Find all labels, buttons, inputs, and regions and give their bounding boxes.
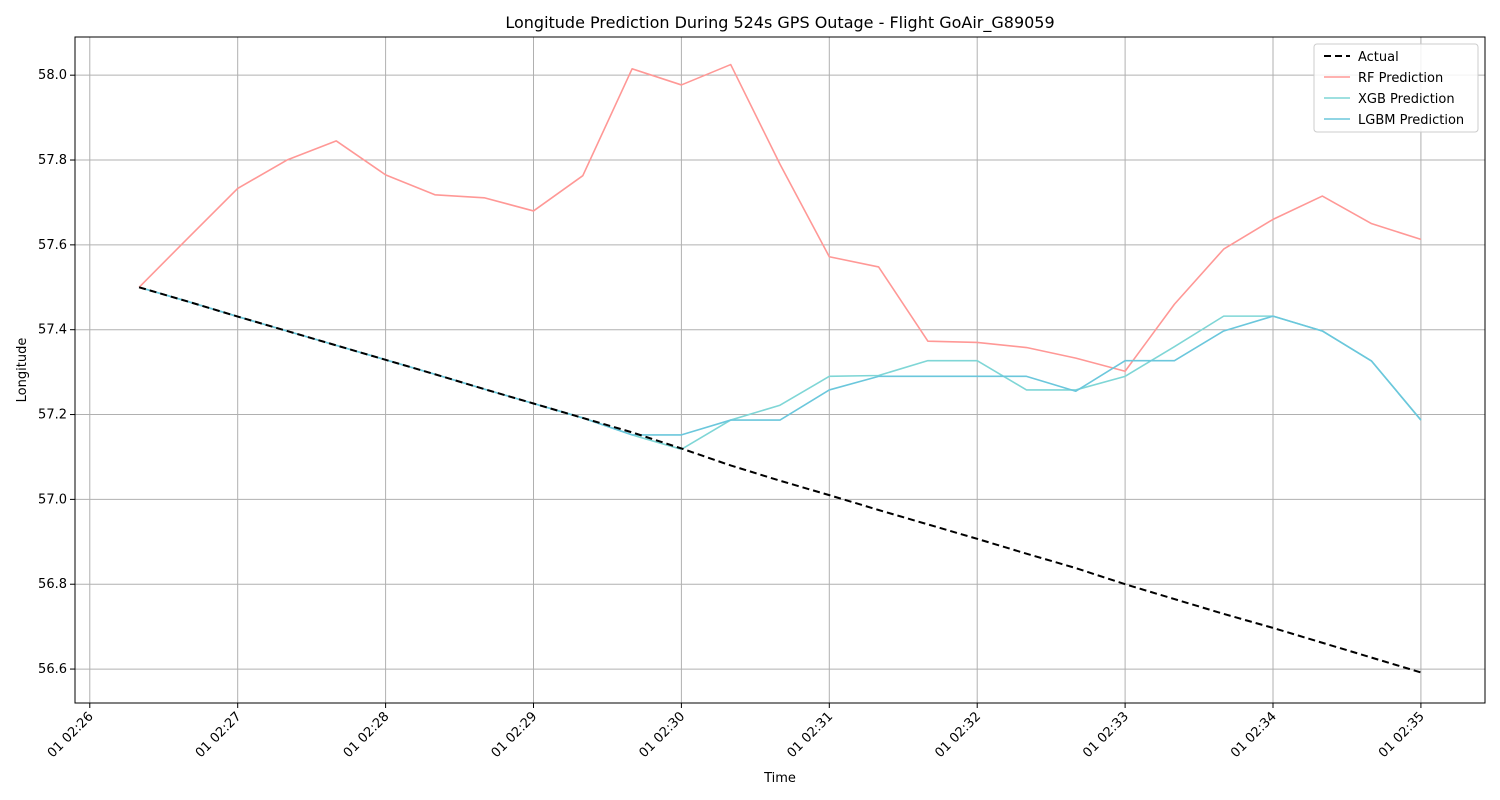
y-tick-label: 57.0 (38, 492, 67, 507)
plot-frame (74, 36, 1486, 704)
x-axis-label: Time (763, 771, 796, 786)
y-tick-label: 57.2 (38, 408, 67, 423)
x-tick-label: 01 02:26 (45, 709, 97, 761)
grid-layer (75, 37, 1485, 703)
x-tick-label: 01 02:31 (784, 709, 836, 761)
legend-label: RF Prediction (1358, 71, 1443, 86)
x-tick-label: 01 02:32 (932, 709, 984, 761)
y-tick-label: 57.4 (38, 323, 67, 338)
y-tick-label: 57.8 (38, 153, 67, 168)
x-tick-label: 01 02:28 (341, 709, 393, 761)
y-tick-labels: 56.6 56.8 57.0 57.2 57.4 57.6 57.8 58.0 (38, 68, 75, 677)
legend-label: Actual (1358, 50, 1399, 65)
x-tick-label: 01 02:35 (1376, 709, 1428, 761)
series-line-lgbm-prediction (138, 286, 1422, 436)
series-layer (138, 63, 1422, 674)
legend-label: LGBM Prediction (1358, 113, 1464, 128)
series-line-xgb-prediction (138, 286, 1422, 451)
x-tick-label: 01 02:33 (1080, 709, 1132, 761)
y-tick-label: 56.6 (38, 662, 67, 677)
x-tick-labels: 01 02:26 01 02:27 01 02:28 01 02:29 01 02:30… (45, 703, 1428, 761)
legend: Actual RF Prediction XGB Prediction LGBM Pr… (1313, 43, 1479, 133)
x-tick-label: 01 02:30 (637, 709, 689, 761)
y-axis-label: Longitude (15, 338, 30, 403)
series-line-actual (138, 286, 1422, 674)
series-line-rf-prediction (138, 63, 1422, 373)
x-tick-label: 01 02:34 (1228, 709, 1280, 761)
y-tick-label: 56.8 (38, 577, 67, 592)
y-tick-label: 57.6 (38, 238, 67, 253)
x-tick-label: 01 02:27 (193, 709, 245, 761)
x-tick-label: 01 02:29 (489, 709, 541, 761)
chart-title: Longitude Prediction During 524s GPS Out… (505, 13, 1054, 33)
legend-label: XGB Prediction (1358, 92, 1455, 107)
legend-box (1313, 43, 1479, 133)
y-tick-label: 58.0 (38, 68, 67, 83)
